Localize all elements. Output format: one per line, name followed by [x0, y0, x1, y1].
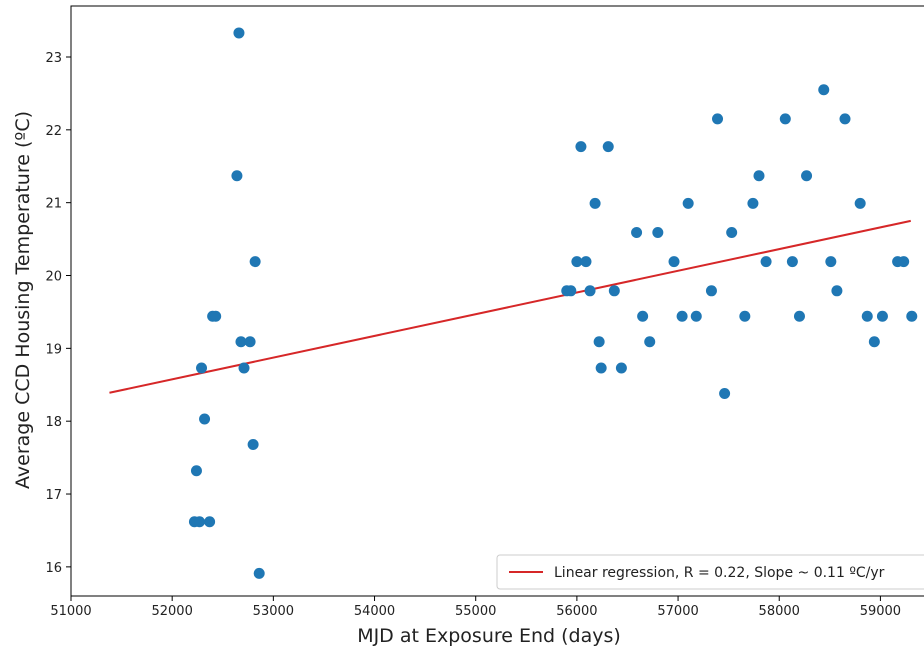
x-axis-label: MJD at Exposure End (days): [357, 625, 621, 647]
x-tick-label: 51000: [50, 604, 91, 619]
y-tick-label: 21: [45, 197, 62, 212]
data-point: [690, 310, 702, 322]
data-point: [631, 227, 643, 239]
plot-area: [70, 5, 924, 597]
y-tick-label: 16: [45, 561, 62, 576]
data-point: [193, 516, 205, 528]
x-axis: 51000 52000 53000 54000 55000 56000 57000 58000…: [50, 596, 901, 619]
data-point: [760, 256, 772, 268]
x-tick-label: 52000: [151, 604, 192, 619]
data-point: [247, 438, 259, 450]
data-point: [818, 84, 830, 96]
data-point: [199, 413, 211, 425]
y-axis: 16 17 18 19 20 21 22 23: [45, 51, 71, 576]
data-point: [238, 362, 250, 374]
data-point: [898, 256, 910, 268]
data-point: [726, 227, 738, 239]
x-tick-label: 55000: [455, 604, 496, 619]
x-tick-label: 57000: [657, 604, 698, 619]
data-point: [615, 362, 627, 374]
data-point: [575, 141, 587, 153]
data-point: [705, 285, 717, 297]
y-axis-label: Average CCD Housing Temperature (ºC): [12, 111, 34, 489]
data-point: [644, 336, 656, 348]
data-point: [571, 256, 583, 268]
data-point: [839, 113, 851, 125]
x-tick-label: 56000: [556, 604, 597, 619]
data-point: [231, 170, 243, 182]
data-point: [712, 113, 724, 125]
y-tick-label: 17: [45, 488, 62, 503]
data-point: [825, 256, 837, 268]
y-tick-label: 18: [45, 415, 62, 430]
data-point: [831, 285, 843, 297]
x-tick-label: 53000: [253, 604, 294, 619]
data-point: [637, 310, 649, 322]
x-tick-label: 58000: [759, 604, 800, 619]
x-tick-label: 59000: [860, 604, 901, 619]
data-point: [233, 27, 245, 39]
data-point: [204, 516, 216, 528]
data-point: [868, 336, 880, 348]
y-tick-label: 19: [45, 342, 62, 357]
data-point: [565, 285, 577, 297]
y-tick-label: 20: [45, 270, 62, 285]
data-point: [595, 362, 607, 374]
data-point: [906, 310, 918, 322]
data-point: [861, 310, 873, 322]
data-point: [584, 285, 596, 297]
data-point: [608, 285, 620, 297]
y-tick-label: 23: [45, 51, 62, 66]
data-point: [682, 197, 694, 209]
data-point: [779, 113, 791, 125]
data-point: [801, 170, 813, 182]
x-tick-label: 54000: [354, 604, 395, 619]
data-point: [580, 256, 592, 268]
y-tick-label: 22: [45, 124, 62, 139]
data-point: [854, 197, 866, 209]
data-point: [793, 310, 805, 322]
data-points: [188, 27, 918, 579]
data-point: [235, 336, 247, 348]
data-point: [244, 336, 256, 348]
data-point: [249, 256, 261, 268]
data-point: [253, 567, 265, 579]
data-point: [753, 170, 765, 182]
data-point: [676, 310, 688, 322]
data-point: [602, 141, 614, 153]
data-point: [739, 310, 751, 322]
data-point: [196, 362, 208, 374]
legend: Linear regression, R = 0.22, Slope ~ 0.1…: [496, 554, 924, 590]
data-point: [652, 227, 664, 239]
data-point: [589, 197, 601, 209]
legend-label: Linear regression, R = 0.22, Slope ~ 0.1…: [554, 565, 885, 581]
data-point: [719, 388, 731, 400]
legend-box: [496, 554, 924, 590]
data-point: [593, 336, 605, 348]
data-point: [876, 310, 888, 322]
data-point: [668, 256, 680, 268]
data-point: [190, 465, 202, 477]
data-point: [747, 197, 759, 209]
data-point: [210, 310, 222, 322]
data-point: [786, 256, 798, 268]
